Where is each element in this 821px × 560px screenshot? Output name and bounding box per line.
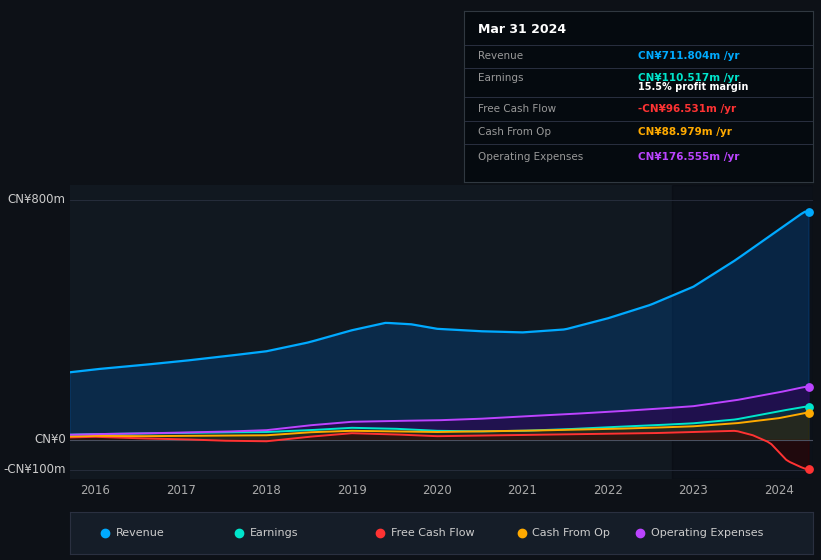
Text: Operating Expenses: Operating Expenses [651, 529, 764, 538]
Text: CN¥711.804m /yr: CN¥711.804m /yr [639, 52, 740, 62]
Point [802, 207, 815, 216]
Text: Free Cash Flow: Free Cash Flow [391, 529, 475, 538]
Text: Mar 31 2024: Mar 31 2024 [478, 23, 566, 36]
Bar [672, 185, 813, 479]
Text: Cash From Op: Cash From Op [532, 529, 610, 538]
Text: Earnings: Earnings [478, 73, 523, 83]
Text: 15.5% profit margin: 15.5% profit margin [639, 82, 749, 92]
Text: -CN¥96.531m /yr: -CN¥96.531m /yr [639, 104, 736, 114]
Text: CN¥800m: CN¥800m [7, 193, 66, 206]
Text: CN¥0: CN¥0 [34, 433, 66, 446]
Text: -CN¥100m: -CN¥100m [3, 463, 66, 477]
Text: CN¥176.555m /yr: CN¥176.555m /yr [639, 152, 740, 162]
Text: CN¥110.517m /yr: CN¥110.517m /yr [639, 73, 740, 83]
Text: Operating Expenses: Operating Expenses [478, 152, 583, 162]
Point [802, 382, 815, 391]
Text: CN¥88.979m /yr: CN¥88.979m /yr [639, 128, 732, 137]
Text: Cash From Op: Cash From Op [478, 128, 551, 137]
Text: Revenue: Revenue [116, 529, 164, 538]
Text: Earnings: Earnings [250, 529, 298, 538]
Text: Free Cash Flow: Free Cash Flow [478, 104, 556, 114]
Point [802, 409, 815, 418]
Point [802, 402, 815, 411]
Text: Revenue: Revenue [478, 52, 523, 62]
Point [802, 464, 815, 473]
